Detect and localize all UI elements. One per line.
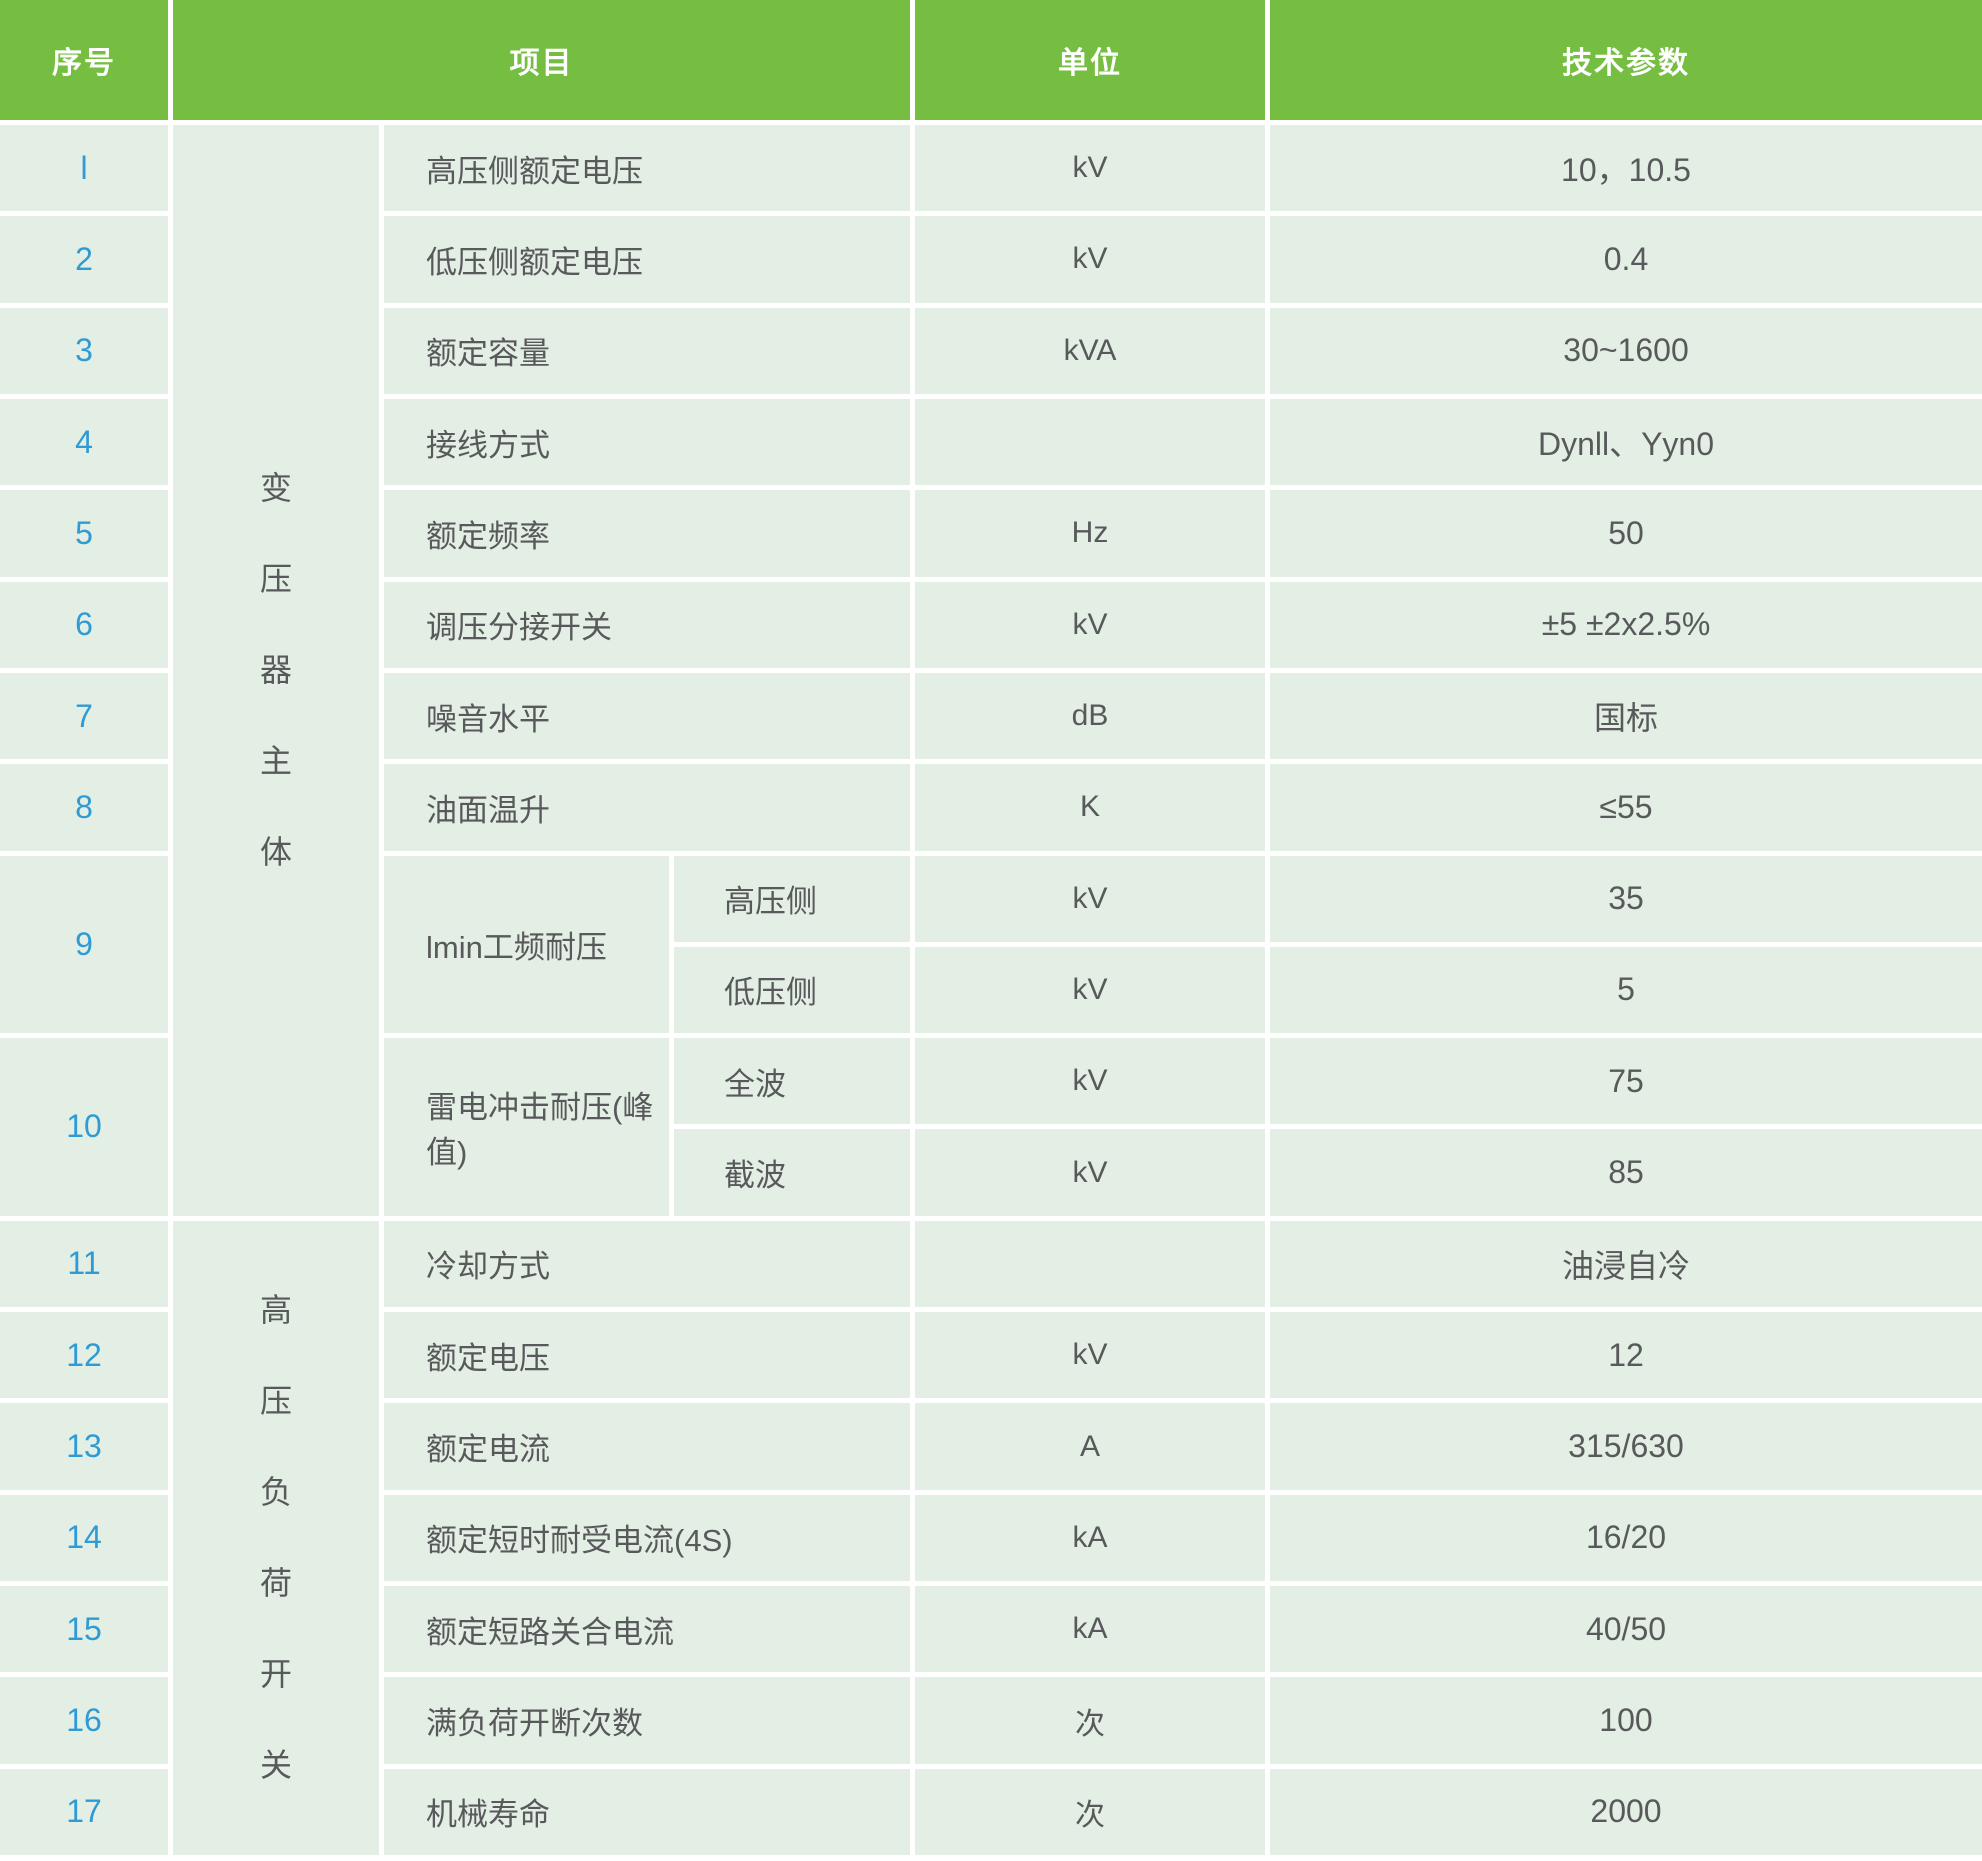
- value-cell: 0.4: [1270, 216, 1982, 303]
- serial-cell: 14: [0, 1494, 168, 1582]
- value-cell: 12: [1270, 1312, 1982, 1399]
- unit-cell: kV: [915, 1129, 1265, 1216]
- item-cell: 高压侧额定电压: [384, 125, 910, 212]
- item-cell: 额定电流: [384, 1403, 910, 1490]
- item-cell: 额定短路关合电流: [384, 1586, 910, 1673]
- subitem-cell: 截波: [674, 1129, 910, 1216]
- header-param: 技术参数: [1270, 0, 1982, 120]
- serial-cell: 12: [0, 1312, 168, 1399]
- value-cell: ±5 ±2x2.5%: [1270, 581, 1982, 668]
- unit-cell: Hz: [915, 490, 1265, 577]
- value-cell: 2000: [1270, 1768, 1982, 1855]
- value-cell: 油浸自冷: [1270, 1220, 1982, 1308]
- value-cell: 16/20: [1270, 1494, 1982, 1582]
- value-cell: 75: [1270, 1038, 1982, 1125]
- item-cell: 额定频率: [384, 490, 910, 577]
- serial-cell: 7: [0, 672, 168, 760]
- item-cell: 噪音水平: [384, 672, 910, 760]
- unit-cell: [915, 1220, 1265, 1308]
- item-cell: 额定容量: [384, 307, 910, 394]
- item-cell: 额定电压: [384, 1312, 910, 1399]
- item-cell: 额定短时耐受电流(4S): [384, 1494, 910, 1582]
- unit-cell: kV: [915, 1312, 1265, 1399]
- unit-cell: K: [915, 764, 1265, 851]
- unit-cell: kVA: [915, 307, 1265, 394]
- category-hv-load-switch-label: 高 压 负 荷 开 关: [259, 1291, 292, 1783]
- serial-cell: 11: [0, 1220, 168, 1308]
- category-transformer-body: 变 压 器 主 体: [173, 125, 379, 1216]
- unit-cell: kA: [915, 1586, 1265, 1673]
- header-unit: 单位: [915, 0, 1265, 120]
- serial-cell: 6: [0, 581, 168, 668]
- item-cell: 低压侧额定电压: [384, 216, 910, 303]
- unit-cell: 次: [915, 1768, 1265, 1855]
- unit-cell: [915, 398, 1265, 486]
- header-serial: 序号: [0, 0, 168, 120]
- unit-cell: kA: [915, 1494, 1265, 1582]
- value-cell: 50: [1270, 490, 1982, 577]
- serial-cell: 16: [0, 1677, 168, 1764]
- category-hv-load-switch: 高 压 负 荷 开 关: [173, 1220, 379, 1855]
- unit-cell: 次: [915, 1677, 1265, 1764]
- serial-cell: 2: [0, 216, 168, 303]
- subitem-cell: 低压侧: [674, 946, 910, 1034]
- serial-cell: 10: [0, 1038, 168, 1216]
- value-cell: 5: [1270, 946, 1982, 1034]
- subitem-cell: 高压侧: [674, 855, 910, 942]
- value-cell: 100: [1270, 1677, 1982, 1764]
- serial-cell: 17: [0, 1768, 168, 1855]
- item-cell: 满负荷开断次数: [384, 1677, 910, 1764]
- unit-cell: A: [915, 1403, 1265, 1490]
- value-cell: ≤55: [1270, 764, 1982, 851]
- value-cell: Dynll、Yyn0: [1270, 398, 1982, 486]
- unit-cell: kV: [915, 216, 1265, 303]
- value-cell: 30~1600: [1270, 307, 1982, 394]
- serial-cell: 15: [0, 1586, 168, 1673]
- serial-cell: l: [0, 125, 168, 212]
- value-cell: 315/630: [1270, 1403, 1982, 1490]
- value-cell: 35: [1270, 855, 1982, 942]
- category-transformer-body-label: 变 压 器 主 体: [259, 469, 292, 870]
- unit-cell: dB: [915, 672, 1265, 760]
- unit-cell: kV: [915, 1038, 1265, 1125]
- value-cell: 10，10.5: [1270, 125, 1982, 212]
- value-cell: 85: [1270, 1129, 1982, 1216]
- item-group-cell: lmin工频耐压: [384, 855, 669, 1034]
- item-cell: 调压分接开关: [384, 581, 910, 668]
- serial-cell: 8: [0, 764, 168, 851]
- item-group-cell: 雷电冲击耐压(峰值): [384, 1038, 669, 1216]
- unit-cell: kV: [915, 946, 1265, 1034]
- subitem-cell: 全波: [674, 1038, 910, 1125]
- unit-cell: kV: [915, 125, 1265, 212]
- item-cell: 机械寿命: [384, 1768, 910, 1855]
- value-cell: 国标: [1270, 672, 1982, 760]
- item-cell: 冷却方式: [384, 1220, 910, 1308]
- serial-cell: 4: [0, 398, 168, 486]
- unit-cell: kV: [915, 855, 1265, 942]
- serial-cell: 3: [0, 307, 168, 394]
- serial-cell: 5: [0, 490, 168, 577]
- serial-cell: 9: [0, 855, 168, 1034]
- header-item: 项目: [173, 0, 910, 120]
- serial-cell: 13: [0, 1403, 168, 1490]
- item-cell: 接线方式: [384, 398, 910, 486]
- value-cell: 40/50: [1270, 1586, 1982, 1673]
- unit-cell: kV: [915, 581, 1265, 668]
- item-cell: 油面温升: [384, 764, 910, 851]
